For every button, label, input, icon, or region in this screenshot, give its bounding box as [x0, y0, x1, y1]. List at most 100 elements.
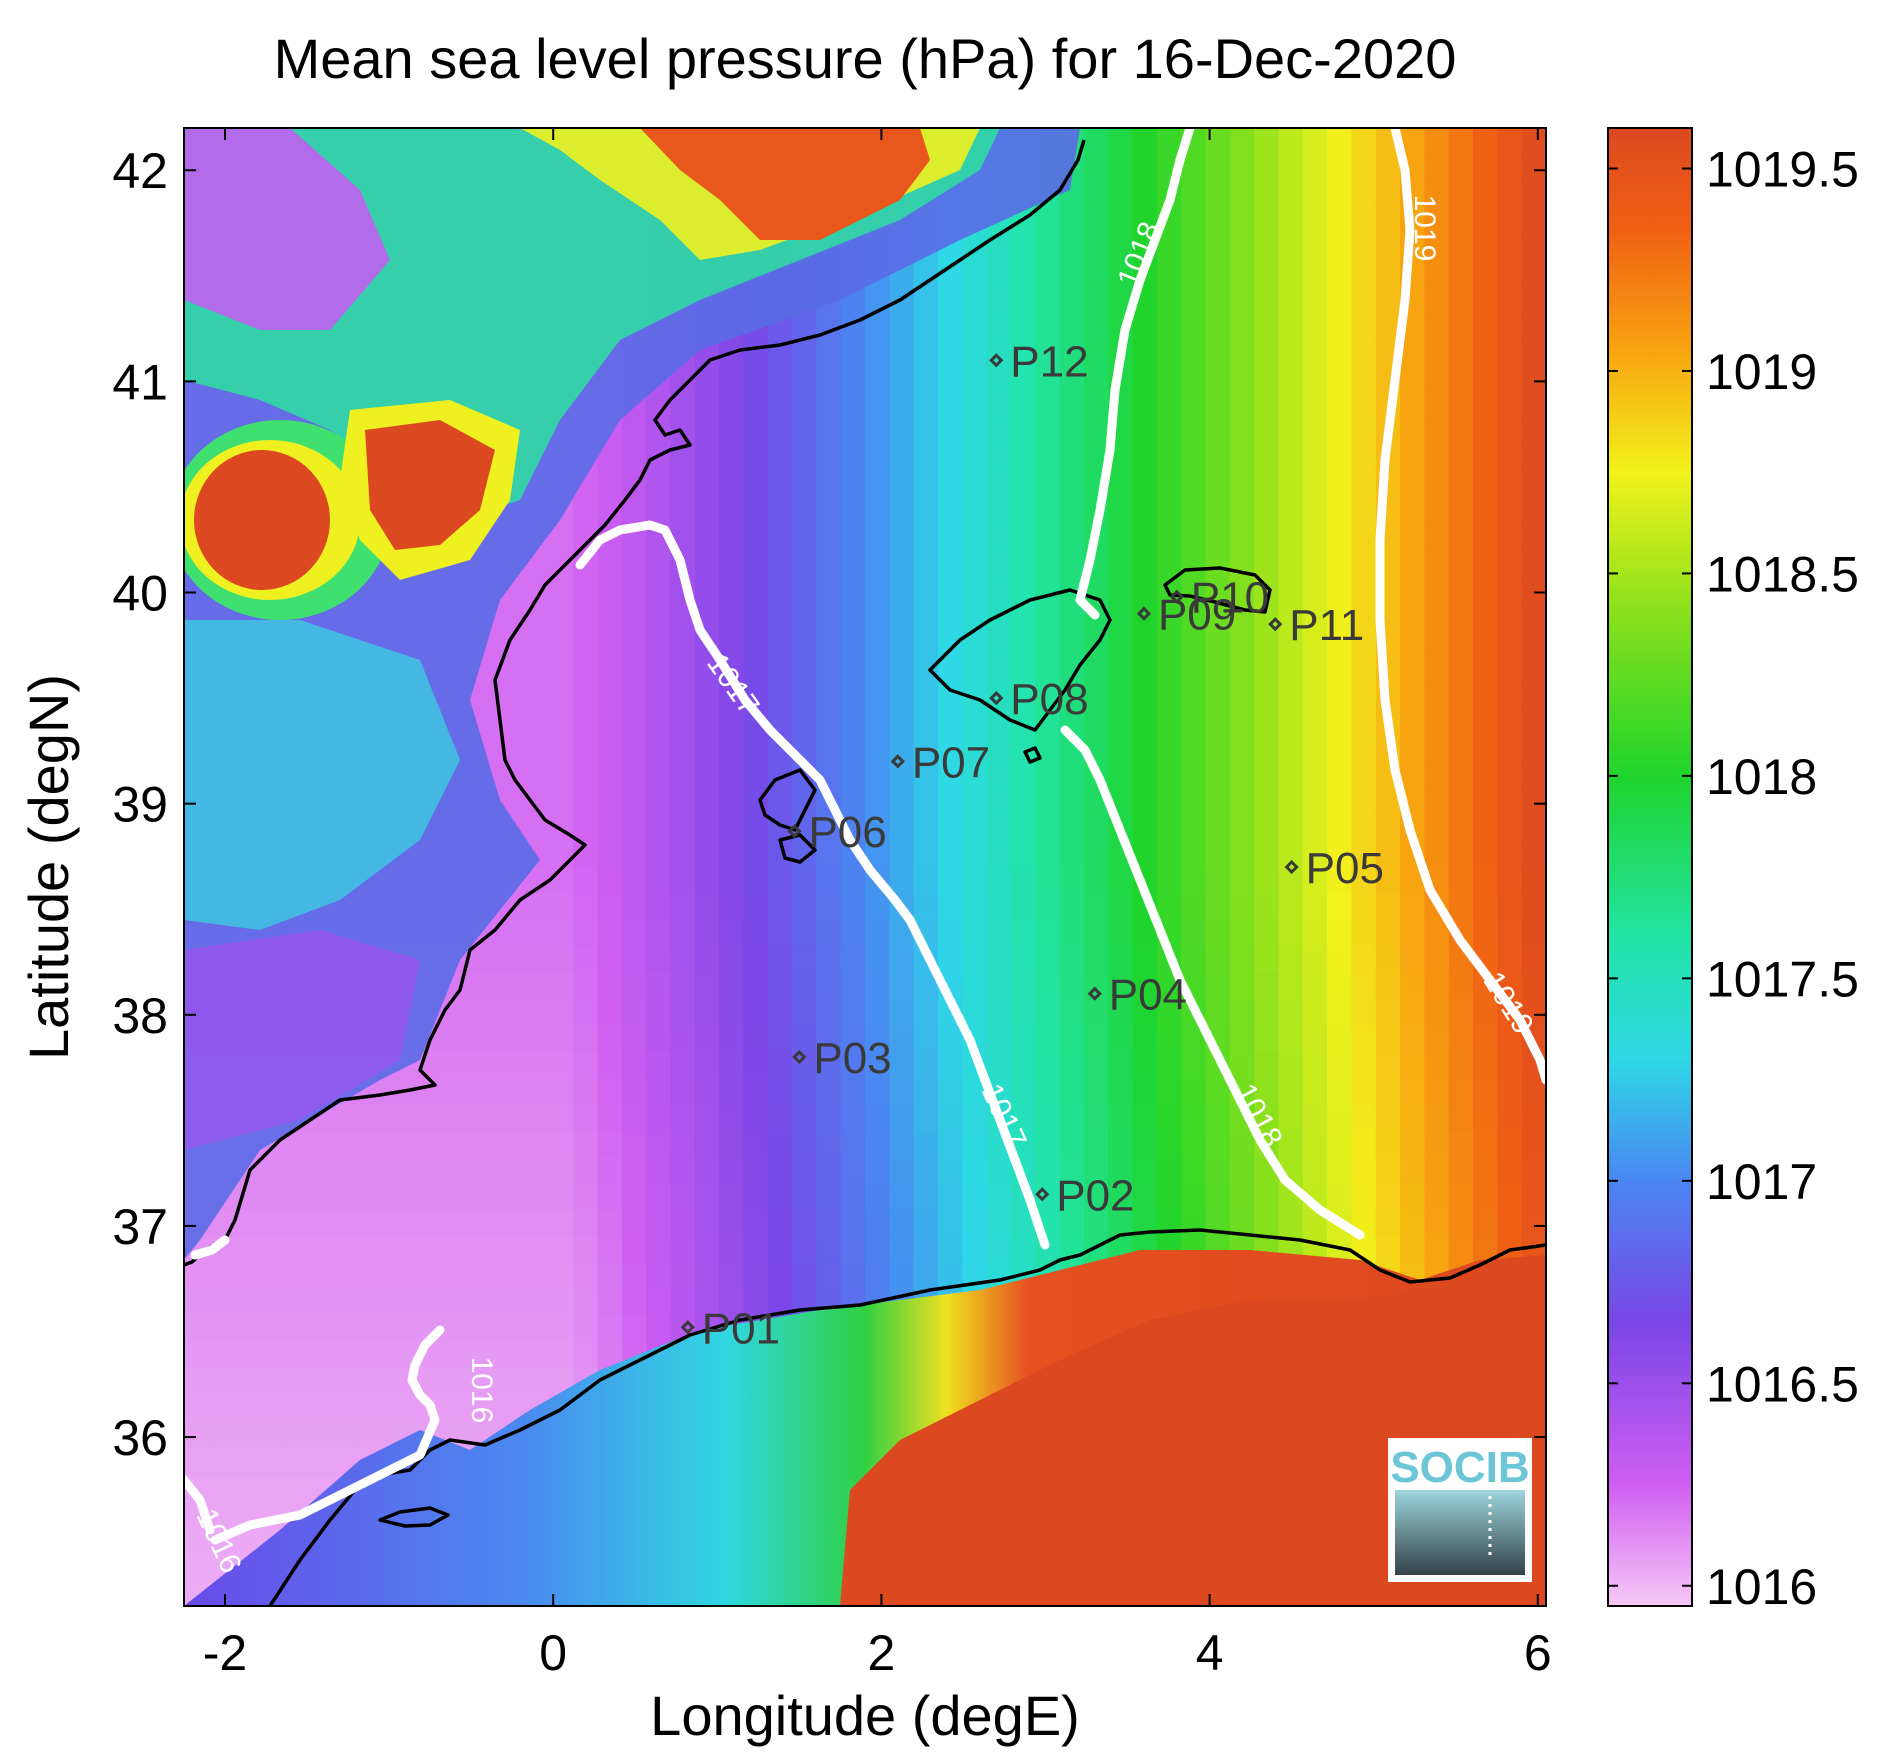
station-label: P06: [808, 808, 886, 857]
field-cell: [1473, 708, 1499, 736]
field-cell: [1424, 1157, 1450, 1185]
field-cell: [840, 1025, 866, 1053]
field-cell: [621, 550, 647, 578]
field-cell: [938, 497, 964, 525]
field-cell: [1181, 365, 1207, 393]
field-cell: [1448, 655, 1474, 684]
field-cell: [1302, 260, 1328, 288]
field-cell: [305, 1210, 331, 1238]
field-cell: [1400, 576, 1426, 604]
field-cell: [1351, 999, 1377, 1027]
field-cell: [1497, 286, 1523, 314]
field-cell: [1497, 919, 1523, 947]
field-cell: [889, 867, 915, 895]
field-cell: [670, 629, 696, 657]
field-cell: [621, 1130, 647, 1159]
field-cell: [524, 893, 550, 921]
field-cell: [1010, 893, 1036, 921]
field-cell: [1083, 814, 1109, 842]
field-cell: [816, 1262, 842, 1291]
field-cell: [1181, 761, 1207, 789]
field-cell: [792, 946, 818, 974]
field-cell: [1327, 655, 1353, 684]
field-cell: [597, 999, 623, 1027]
field-cell: [500, 1210, 526, 1238]
field-cell: [524, 999, 550, 1027]
field-cell: [743, 655, 769, 684]
field-cell: [1473, 471, 1499, 499]
field-cell: [1254, 1025, 1280, 1053]
field-cell: [1448, 629, 1474, 657]
field-cell: [1521, 550, 1546, 578]
field-cell: [1108, 867, 1134, 895]
field-cell: [865, 629, 891, 657]
colorbar-tick-label: 1018.5: [1706, 546, 1859, 602]
field-cell: [1181, 867, 1207, 895]
field-cell: [1400, 497, 1426, 525]
field-cell: [1229, 1025, 1255, 1053]
field-cell: [184, 1421, 210, 1449]
iberia-west-purple: [184, 128, 390, 330]
field-cell: [208, 1394, 234, 1423]
field-cell: [1083, 260, 1109, 288]
field-cell: [1351, 391, 1377, 420]
field-cell: [840, 1078, 866, 1106]
field-cell: [548, 1183, 574, 1211]
field-cell: [889, 1157, 915, 1185]
field-cell: [378, 1342, 404, 1370]
field-cell: [1521, 471, 1546, 499]
field-cell: [1035, 523, 1061, 552]
field-cell: [573, 1025, 599, 1053]
field-cell: [1010, 1236, 1036, 1264]
field-cell: [986, 1025, 1012, 1053]
field-cell: [548, 1262, 574, 1291]
field-cell: [1278, 418, 1304, 446]
field-cell: [281, 1236, 307, 1264]
field-cell: [1254, 1183, 1280, 1211]
station-marker: [1284, 859, 1299, 875]
field-cell: [816, 471, 842, 499]
field-cell: [1497, 339, 1523, 367]
field-cell: [1254, 550, 1280, 578]
field-cell: [573, 1051, 599, 1079]
field-cell: [427, 1236, 453, 1264]
field-cell: [1229, 365, 1255, 393]
field-cell: [524, 1342, 550, 1370]
field-cell: [840, 365, 866, 393]
field-cell: [865, 497, 891, 525]
field-cell: [1327, 286, 1353, 314]
field-cell: [329, 1315, 355, 1343]
field-cell: [767, 418, 793, 446]
field-cell: [621, 840, 647, 868]
field-cell: [257, 1421, 283, 1449]
field-cell: [913, 391, 939, 420]
field-cell: [208, 1289, 234, 1317]
field-cell: [743, 418, 769, 446]
field-cell: [1205, 497, 1231, 525]
field-cell: [1132, 1130, 1158, 1159]
logo-text: SOCIB: [1390, 1443, 1529, 1492]
field-cell: [816, 972, 842, 1000]
field-cell: [1400, 1183, 1426, 1211]
field-cell: [1497, 365, 1523, 393]
field-cell: [889, 735, 915, 763]
field-cell: [719, 523, 745, 552]
field-cell: [1400, 761, 1426, 789]
field-cell: [1156, 233, 1182, 261]
field-cell: [986, 312, 1012, 340]
field-cell: [1181, 708, 1207, 736]
field-cell: [1351, 682, 1377, 710]
field-cell: [1254, 972, 1280, 1000]
iberia-coastline: [184, 139, 1086, 1267]
field-cell: [1278, 1025, 1304, 1053]
field-cell: [1521, 629, 1546, 657]
field-cell: [913, 1104, 939, 1132]
field-cell: [743, 1262, 769, 1291]
field-cell: [865, 444, 891, 472]
field-cell: [1327, 180, 1353, 208]
field-cell: [719, 576, 745, 604]
field-cell: [1302, 418, 1328, 446]
field-cell: [208, 1474, 234, 1502]
field-cell: [1010, 260, 1036, 288]
field-cell: [1497, 128, 1523, 156]
